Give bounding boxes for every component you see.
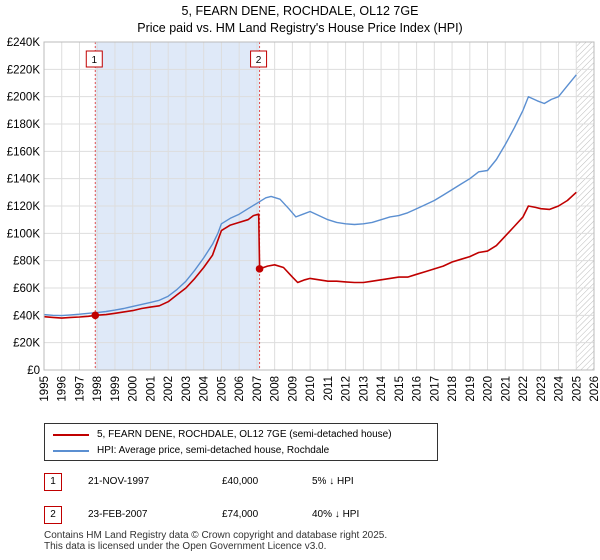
sale-price-1: £40,000 xyxy=(222,476,259,487)
x-tick-label: 2011 xyxy=(323,376,335,401)
sale-point xyxy=(91,311,100,320)
x-tick-label: 2025 xyxy=(571,376,583,402)
series-line-property xyxy=(43,191,577,319)
title-line-2: Price paid vs. HM Land Registry's House … xyxy=(137,21,463,35)
x-tick-label: 2020 xyxy=(483,376,495,402)
sale-badge-1: 1 xyxy=(44,473,62,491)
x-tick-label: 2008 xyxy=(270,376,282,402)
x-tick-label: 2023 xyxy=(536,376,548,402)
x-tick-label: 2018 xyxy=(447,376,459,402)
x-tick-label: 2000 xyxy=(128,376,140,402)
x-tick-label: 2004 xyxy=(199,375,211,401)
series-line-hpi xyxy=(43,74,577,317)
x-tick-label: 2010 xyxy=(305,376,317,402)
sale-marker-label: 1 xyxy=(91,55,97,66)
chart-legend: 5, FEARN DENE, ROCHDALE, OL12 7GE (semi-… xyxy=(44,423,438,461)
y-tick-label: £40K xyxy=(13,310,40,322)
sale-price-2: £74,000 xyxy=(222,509,259,520)
sale-hpi-1: 5% ↓ HPI xyxy=(312,476,354,487)
footer-line-1: Contains HM Land Registry data © Crown c… xyxy=(44,530,388,541)
title-line-1: 5, FEARN DENE, ROCHDALE, OL12 7GE xyxy=(181,4,419,18)
y-tick-label: £240K xyxy=(7,37,41,49)
x-tick-label: 2006 xyxy=(234,376,246,402)
x-tick-label: 1998 xyxy=(92,376,104,402)
legend-swatch-property xyxy=(53,434,89,436)
x-tick-label: 2002 xyxy=(163,376,175,402)
x-tick-label: 1995 xyxy=(39,376,51,402)
x-tick-label: 2017 xyxy=(429,376,441,402)
x-tick-label: 2012 xyxy=(341,376,353,402)
x-tick-label: 2007 xyxy=(252,376,264,402)
x-tick-label: 2009 xyxy=(287,376,299,402)
x-tick-label: 2005 xyxy=(216,376,228,402)
x-tick-label: 1997 xyxy=(74,376,86,402)
y-tick-label: £120K xyxy=(7,201,41,213)
x-tick-label: 2022 xyxy=(518,376,530,402)
legend-swatch-hpi xyxy=(53,450,89,452)
y-tick-label: £100K xyxy=(7,228,41,240)
y-tick-label: £20K xyxy=(13,338,40,350)
footer: Contains HM Land Registry data © Crown c… xyxy=(44,530,387,552)
sale-point xyxy=(255,265,264,273)
plot-border xyxy=(43,41,595,371)
x-tick-label: 2013 xyxy=(358,376,370,402)
footer-line-2: This data is licensed under the Open Gov… xyxy=(44,541,327,552)
x-tick-label: 2021 xyxy=(500,376,512,402)
sale-marker-box xyxy=(85,50,103,68)
x-tick-label: 2015 xyxy=(394,376,406,402)
sale-marker-box xyxy=(250,50,268,68)
y-tick-label: £220K xyxy=(7,64,41,76)
x-tick-label: 1999 xyxy=(110,376,122,402)
y-tick-label: £0 xyxy=(27,365,40,377)
x-tick-label: 2003 xyxy=(181,376,193,402)
sale-date-2: 23-FEB-2007 xyxy=(88,509,148,520)
sale-marker-label: 2 xyxy=(256,55,262,66)
legend-label-property: 5, FEARN DENE, ROCHDALE, OL12 7GE (semi-… xyxy=(97,429,392,440)
y-tick-label: £80K xyxy=(13,256,40,268)
x-tick-label: 2014 xyxy=(376,375,388,401)
x-tick-label: 2026 xyxy=(589,376,600,402)
x-tick-label: 2024 xyxy=(554,375,566,401)
y-tick-label: £140K xyxy=(7,174,41,186)
x-tick-label: 1996 xyxy=(57,376,69,402)
price-chart: 1 2 £0 £20K £40K £60K £80K £100K £120K £140K £160… xyxy=(7,37,600,402)
sale-hpi-2: 40% ↓ HPI xyxy=(312,509,360,520)
x-tick-label: 2019 xyxy=(465,376,477,402)
y-tick-label: £180K xyxy=(7,119,41,131)
sale-badge-2: 2 xyxy=(44,506,62,524)
x-tick-label: 2001 xyxy=(145,376,157,402)
x-tick-label: 2016 xyxy=(412,376,424,402)
y-tick-label: £200K xyxy=(7,92,41,104)
sale-date-1: 21-NOV-1997 xyxy=(88,476,150,487)
legend-label-hpi: HPI: Average price, semi-detached house,… xyxy=(97,445,330,456)
chart-title: 5, FEARN DENE, ROCHDALE, OL12 7GE Price … xyxy=(0,3,600,37)
y-tick-label: £60K xyxy=(13,283,40,295)
y-tick-label: £160K xyxy=(7,146,41,158)
